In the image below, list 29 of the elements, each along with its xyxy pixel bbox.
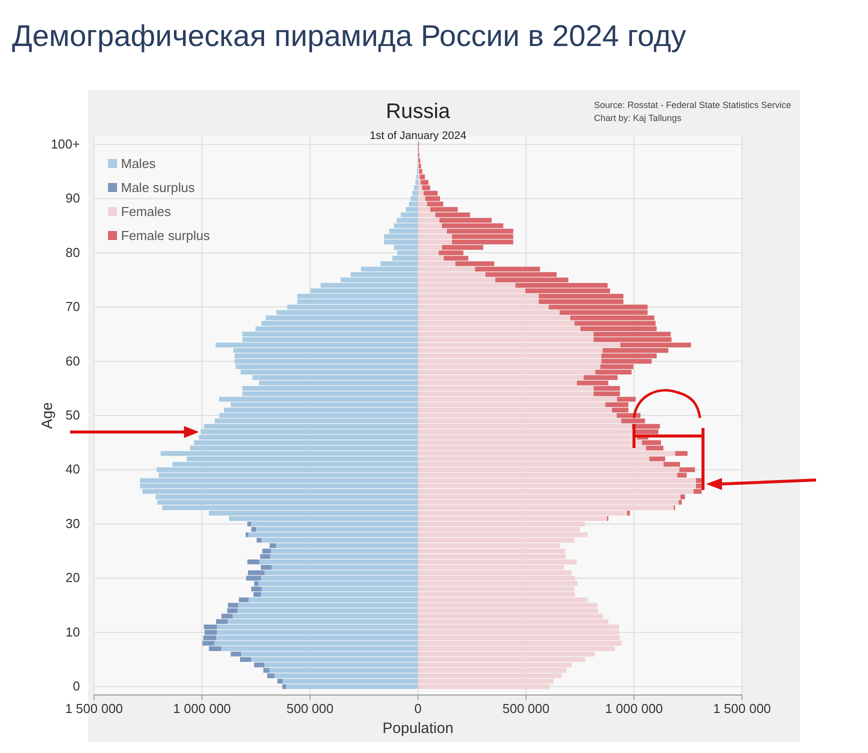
y-tick-label: 0 [72, 678, 80, 694]
y-tick-label: 50 [66, 408, 80, 422]
chart-subtitle: Russia [386, 100, 450, 123]
x-tick-label: 1 500 000 [713, 701, 771, 716]
y-tick-label: 30 [66, 516, 80, 531]
y-axis-title: Age [39, 402, 56, 429]
y-tick-label: 40 [66, 462, 80, 477]
text: Chart by: Kaj Tallungs [594, 113, 682, 123]
x-tick-label: 1 000 000 [605, 701, 663, 716]
y-tick-label: 100+ [50, 136, 80, 152]
y-tick-label: 70 [66, 299, 80, 314]
source-note: Source: Rosstat - Federal State Statistics Service [594, 100, 792, 110]
y-tick-label: 80 [66, 244, 80, 260]
legend-label: Males [121, 156, 156, 171]
x-tick-label: 500 000 [502, 701, 550, 716]
legend-label: Female surplus [121, 228, 210, 243]
x-axis-title: Population [382, 720, 454, 737]
y-tick-label: 90 [66, 190, 80, 206]
legend-label: Male surplus [121, 180, 196, 195]
x-tick-label: 1 500 000 [65, 701, 123, 716]
x-tick-label: 1 000 000 [173, 701, 231, 716]
chart-title: Демографическая пирамида России в 2024 году [12, 20, 686, 53]
y-tick-label: 20 [66, 570, 80, 586]
y-tick-label: 10 [66, 624, 80, 640]
legend-label: Females [121, 204, 172, 219]
x-tick-label: 0 [414, 701, 422, 716]
x-tick-label: 500 000 [286, 701, 334, 716]
annotation: 1st of January 2024 [370, 130, 466, 142]
y-tick-label: 60 [66, 353, 80, 368]
